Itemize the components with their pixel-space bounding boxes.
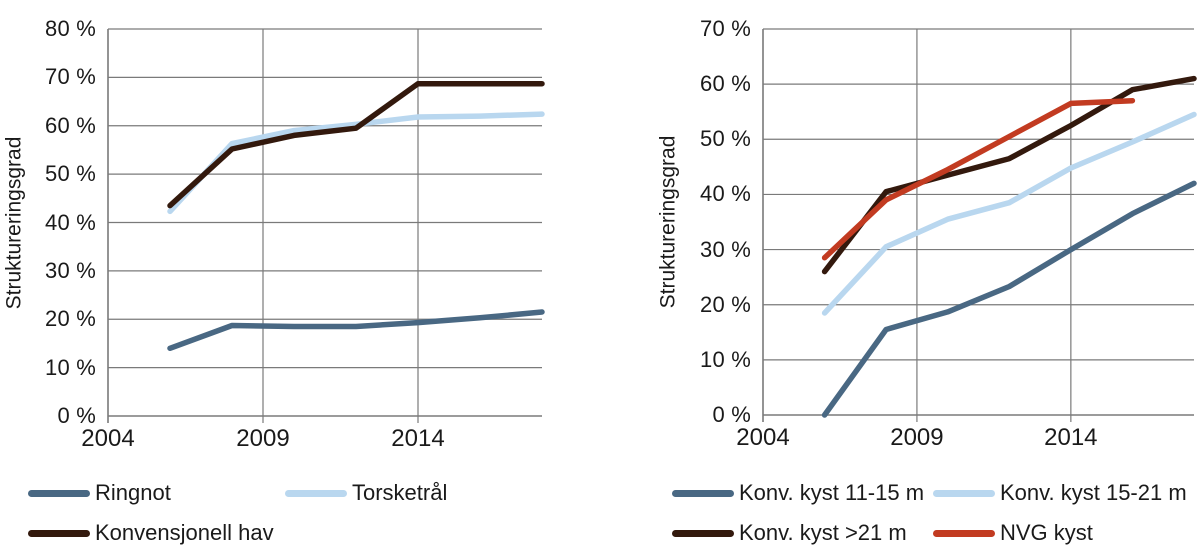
- y-tick-label: 70 %: [45, 64, 96, 90]
- series-line-ringnot: [167, 309, 545, 352]
- x-tick-label: 2009: [236, 425, 290, 452]
- legend-label: Konv. kyst 15-21 m: [1000, 480, 1187, 505]
- y-axis-title: Struktureringsgrad: [656, 135, 680, 309]
- legend-swatch-konvensjonell-hav: [28, 529, 90, 537]
- legend-swatch-nvg-kyst: [933, 529, 995, 537]
- y-tick-label: 40 %: [700, 181, 751, 207]
- legend-label: Ringnot: [95, 480, 171, 505]
- series-line-nvg-kyst: [821, 97, 1136, 261]
- legend-label: Konv. kyst >21 m: [739, 520, 907, 545]
- y-tick-label: 20 %: [45, 306, 96, 332]
- y-tick-label: 10 %: [700, 346, 751, 372]
- y-tick-label: 80 %: [45, 16, 96, 41]
- legend-swatch-konv-kyst-21-m: [672, 529, 734, 537]
- y-tick-label: 0 %: [57, 403, 96, 428]
- series-line-konv-kyst-21-m: [821, 75, 1197, 275]
- y-tick-label: 50 %: [45, 161, 96, 187]
- y-tick-label: 30 %: [700, 236, 751, 262]
- series-line-konv-kyst-15-21-m: [821, 111, 1197, 316]
- x-tick-label: 2014: [391, 425, 445, 452]
- y-tick-label: 70 %: [700, 16, 751, 41]
- legend-label: NVG kyst: [1000, 520, 1093, 545]
- legend-item-torsketr-l: Torsketrål: [285, 478, 447, 508]
- x-tick-label: 2009: [890, 424, 944, 451]
- legend-swatch-ringnot: [28, 489, 90, 497]
- y-tick-label: 60 %: [700, 71, 751, 97]
- legend-item-konv-kyst-11-15-m: Konv. kyst 11-15 m: [672, 478, 924, 508]
- legend-label: Konvensjonell hav: [95, 520, 274, 545]
- y-tick-label: 10 %: [45, 354, 96, 380]
- y-tick-label: 40 %: [45, 209, 96, 235]
- y-tick-label: 0 %: [712, 402, 751, 427]
- legend-label: Konv. kyst 11-15 m: [739, 480, 925, 505]
- series-line-konv-kyst-11-15-m: [821, 180, 1197, 418]
- y-tick-label: 30 %: [45, 257, 96, 283]
- series-line-konvensjonell-hav: [167, 80, 545, 209]
- y-tick-label: 60 %: [45, 112, 96, 138]
- legend-item-konv-kyst-15-21-m: Konv. kyst 15-21 m: [933, 478, 1187, 508]
- legend-swatch-torsketr-l: [285, 489, 347, 497]
- legend-item-konvensjonell-hav: Konvensjonell hav: [28, 518, 274, 548]
- legend-item-nvg-kyst: NVG kyst: [933, 518, 1093, 548]
- legend-item-ringnot: Ringnot: [28, 478, 171, 508]
- x-tick-label: 2004: [736, 424, 790, 451]
- legend-swatch-konv-kyst-11-15-m: [672, 489, 734, 497]
- y-tick-label: 20 %: [700, 291, 751, 317]
- x-tick-label: 2014: [1044, 424, 1098, 451]
- legend-item-konv-kyst-21-m: Konv. kyst >21 m: [672, 518, 907, 548]
- y-tick-label: 50 %: [700, 126, 751, 152]
- x-tick-label: 2004: [81, 425, 135, 452]
- legend-swatch-konv-kyst-15-21-m: [933, 489, 995, 497]
- series-line-torsketr-l: [167, 111, 545, 215]
- legend-label: Torsketrål: [352, 480, 448, 505]
